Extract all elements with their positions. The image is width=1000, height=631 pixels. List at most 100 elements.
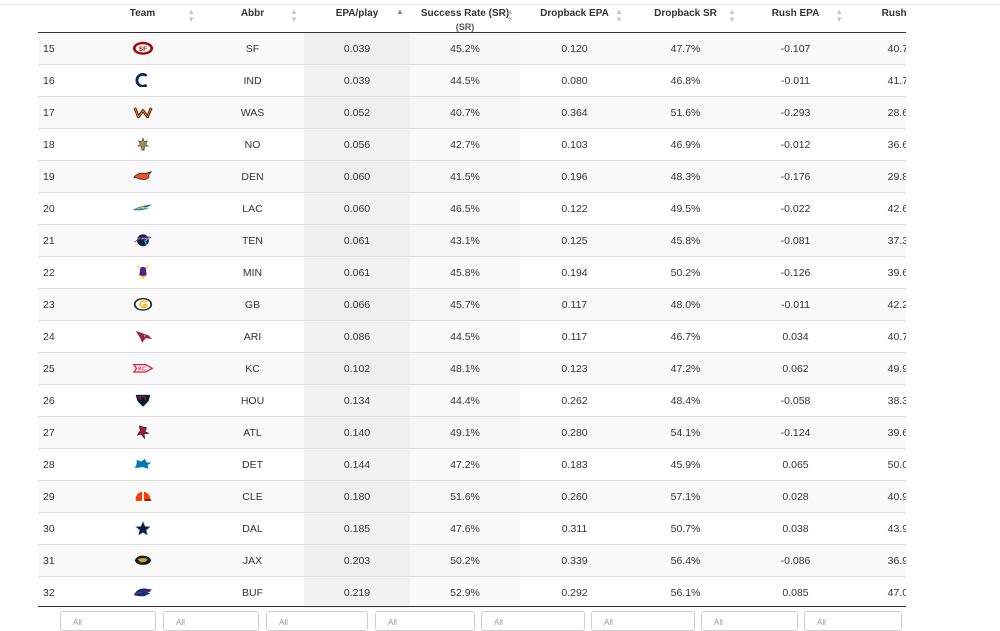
rank-cell: 30: [38, 512, 84, 545]
success-rate-cell: 47.6%: [410, 512, 520, 545]
rank-cell: 20: [38, 192, 84, 225]
rush-sr-cell: 39.6%: [849, 256, 906, 289]
dropback-sr-cell: 47.7%: [629, 32, 742, 65]
team-stats-table: Team ▲ ▼ Abbr ▲ ▼ EPA/play ▲ Success Rate (SR…: [38, 0, 906, 608]
filter-sr-input[interactable]: All: [375, 611, 475, 631]
rush-sr-cell: 36.9%: [849, 544, 906, 577]
filter-dropback-epa-input[interactable]: All: [481, 611, 585, 631]
abbr-cell: NO: [201, 128, 304, 161]
filter-abbr-input[interactable]: All: [163, 611, 259, 631]
rush-sr-cell: 43.9%: [849, 512, 906, 545]
packers-logo: [132, 297, 154, 313]
commanders-logo: [132, 105, 154, 121]
header-rush-sr[interactable]: Rush SR▲▼: [849, 0, 906, 33]
filter-rush-epa-input[interactable]: All: [701, 611, 798, 631]
rush-sr-cell: 28.6%: [849, 96, 906, 129]
rush-epa-cell: 0.062: [742, 352, 849, 385]
header-label: Rush SR: [881, 8, 906, 19]
abbr-cell: CLE: [201, 480, 304, 513]
team-logo-cell: [84, 544, 201, 577]
table-body: 15SFSF0.03945.2%0.12047.7%-0.10740.7%16I…: [38, 32, 906, 608]
dropback-sr-cell: 46.7%: [629, 320, 742, 353]
rank-cell: 28: [38, 448, 84, 481]
team-logo-cell: [84, 128, 201, 161]
header-label: Dropback SR: [654, 8, 717, 19]
browns-logo: [132, 489, 154, 505]
saints-logo: [132, 136, 154, 153]
rush-sr-cell: 40.7%: [849, 320, 906, 353]
rank-cell: 15: [38, 32, 84, 65]
rank-cell: 19: [38, 160, 84, 193]
success-rate-cell: 46.5%: [410, 192, 520, 225]
rush-sr-cell: 29.8%: [849, 160, 906, 193]
filter-rush-sr-input[interactable]: All: [804, 611, 902, 631]
team-logo-cell: KC: [84, 352, 201, 385]
rank-cell: 29: [38, 480, 84, 513]
rank-cell: 21: [38, 224, 84, 257]
rush-epa-cell: -0.086: [742, 544, 849, 577]
header-abbr[interactable]: Abbr ▲ ▼: [201, 0, 304, 33]
filter-dropback-sr-input[interactable]: All: [591, 611, 695, 631]
header-epa-play[interactable]: EPA/play ▲: [304, 0, 410, 33]
header-label: Dropback EPA: [540, 8, 609, 19]
abbr-cell: JAX: [201, 544, 304, 577]
success-rate-cell: 45.8%: [410, 256, 520, 289]
lions-logo: [132, 457, 154, 473]
header-rush-epa[interactable]: Rush EPA ▲ ▼: [742, 0, 849, 33]
rush-sr-cell: 49.9%: [849, 352, 906, 385]
dropback-epa-cell: 0.260: [520, 480, 629, 513]
epa-play-cell: 0.056: [304, 128, 410, 161]
filter-epa-input[interactable]: All: [266, 611, 368, 631]
abbr-cell: ATL: [201, 416, 304, 449]
abbr-cell: HOU: [201, 384, 304, 417]
header-dropback-sr[interactable]: Dropback SR ▲ ▼: [629, 0, 742, 33]
team-logo-cell: SF: [84, 32, 201, 65]
rush-epa-cell: -0.081: [742, 224, 849, 257]
epa-play-cell: 0.219: [304, 576, 410, 608]
dropback-sr-cell: 45.8%: [629, 224, 742, 257]
header-label: Abbr: [240, 8, 265, 19]
header-success-rate[interactable]: Success Rate (SR) (SR) ▲ ▼: [410, 0, 520, 33]
success-rate-cell: 42.7%: [410, 128, 520, 161]
success-rate-cell: 47.2%: [410, 448, 520, 481]
cardinals-logo: [132, 329, 154, 345]
success-rate-cell: 50.2%: [410, 544, 520, 577]
rush-sr-cell: 42.2%: [849, 288, 906, 321]
dropback-epa-cell: 0.103: [520, 128, 629, 161]
dropback-sr-cell: 50.2%: [629, 256, 742, 289]
header-dropback-epa[interactable]: Dropback EPA ▲ ▼: [520, 0, 629, 33]
dropback-sr-cell: 54.1%: [629, 416, 742, 449]
rush-epa-cell: 0.065: [742, 448, 849, 481]
rush-epa-cell: -0.058: [742, 384, 849, 417]
abbr-cell: BUF: [201, 576, 304, 608]
rush-epa-cell: -0.293: [742, 96, 849, 129]
sort-icon: ▲ ▼: [835, 7, 843, 24]
dropback-sr-cell: 46.8%: [629, 64, 742, 97]
team-logo-cell: [84, 160, 201, 193]
bills-logo: [132, 585, 154, 601]
success-rate-cell: 48.1%: [410, 352, 520, 385]
filter-team-input[interactable]: All: [60, 611, 156, 631]
svg-text:KC: KC: [138, 366, 146, 372]
header-sublabel: (SR): [455, 22, 475, 32]
broncos-logo: [132, 169, 154, 185]
epa-play-cell: 0.052: [304, 96, 410, 129]
rush-sr-cell: 38.3%: [849, 384, 906, 417]
abbr-cell: ARI: [201, 320, 304, 353]
abbr-cell: MIN: [201, 256, 304, 289]
header-team[interactable]: Team ▲ ▼: [84, 0, 201, 33]
column-filters: All All All All All All All All: [38, 611, 906, 631]
chargers-logo: [132, 201, 154, 217]
dropback-sr-cell: 48.0%: [629, 288, 742, 321]
success-rate-cell: 49.1%: [410, 416, 520, 449]
dropback-epa-cell: 0.280: [520, 416, 629, 449]
team-logo-cell: [84, 96, 201, 129]
sort-icon: ▲ ▼: [506, 7, 514, 24]
